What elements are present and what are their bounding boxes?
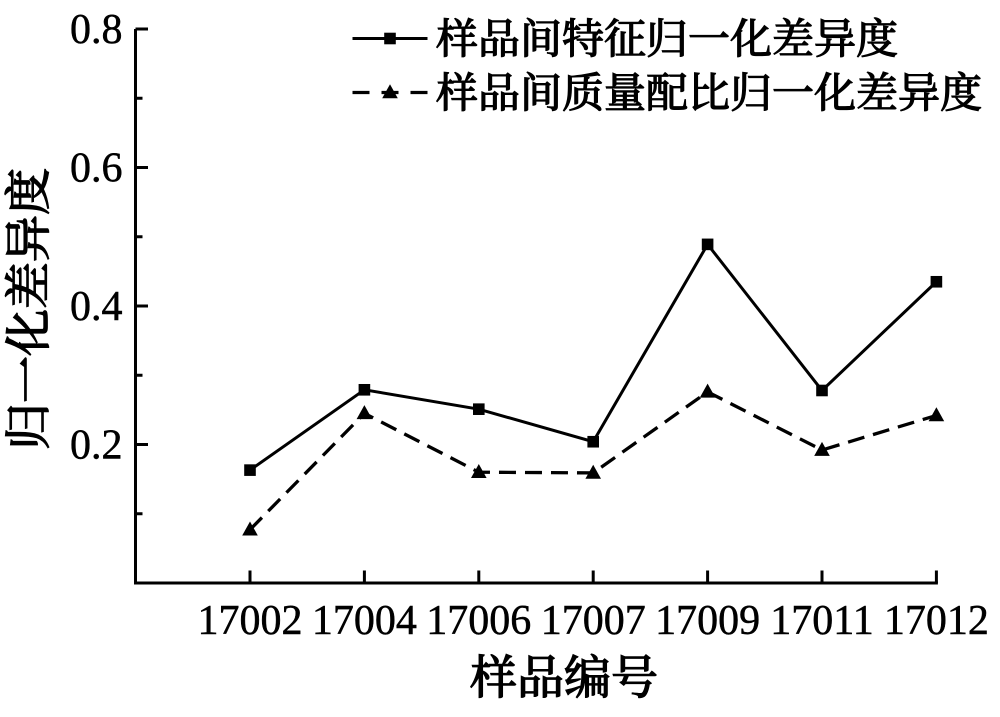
cjk-glyph bbox=[564, 653, 610, 699]
legend-label-2 bbox=[435, 71, 982, 112]
cjk-glyph bbox=[773, 84, 813, 92]
cjk-glyph bbox=[481, 18, 519, 58]
legend-label-1 bbox=[435, 17, 898, 58]
x-tick-label: 17006 bbox=[426, 598, 531, 644]
cjk-glyph bbox=[4, 168, 50, 215]
square-marker bbox=[244, 464, 256, 476]
x-axis-title bbox=[469, 653, 657, 699]
y-axis-title bbox=[4, 168, 50, 449]
square-marker bbox=[473, 403, 485, 415]
triangle-marker bbox=[585, 464, 601, 479]
square-marker bbox=[816, 384, 828, 397]
triangle-marker bbox=[699, 383, 716, 398]
y-tick-label: 0.2 bbox=[70, 422, 123, 468]
cjk-glyph bbox=[4, 405, 50, 449]
cjk-glyph bbox=[857, 71, 897, 110]
cjk-glyph bbox=[520, 654, 563, 699]
legend bbox=[352, 17, 982, 112]
axes bbox=[134, 29, 938, 585]
x-tick-label: 17011 bbox=[770, 598, 873, 644]
cjk-glyph bbox=[731, 71, 770, 112]
triangle-marker bbox=[928, 407, 945, 422]
triangle-marker bbox=[242, 521, 258, 536]
cjk-glyph bbox=[856, 17, 898, 58]
triangle-marker bbox=[471, 464, 487, 478]
cjk-glyph bbox=[692, 72, 730, 112]
cjk-glyph bbox=[604, 17, 646, 58]
series-line-dashed bbox=[248, 389, 937, 531]
cjk-glyph bbox=[524, 71, 560, 112]
cjk-glyph bbox=[4, 310, 50, 356]
cjk-glyph bbox=[689, 30, 729, 38]
legend-entry-2 bbox=[352, 71, 982, 112]
cjk-glyph bbox=[524, 17, 560, 58]
cjk-glyph bbox=[5, 216, 50, 261]
y-tick-label: 0.4 bbox=[70, 284, 123, 330]
x-tick-label: 17002 bbox=[198, 598, 303, 644]
cjk-glyph bbox=[773, 17, 813, 56]
x-tick-label: 17012 bbox=[884, 598, 989, 644]
y-axis-title-group bbox=[4, 168, 50, 449]
triangle-marker bbox=[356, 405, 373, 420]
triangle-marker bbox=[814, 441, 830, 456]
cjk-glyph bbox=[562, 17, 604, 58]
triangle-marker bbox=[382, 84, 398, 99]
cjk-glyph bbox=[647, 17, 686, 58]
square-marker bbox=[358, 383, 371, 396]
x-tick-label: 17004 bbox=[312, 598, 417, 644]
square-marker bbox=[384, 32, 396, 45]
cjk-glyph bbox=[814, 71, 856, 112]
ticks bbox=[135, 27, 938, 583]
cjk-glyph bbox=[4, 263, 48, 308]
y-tick-label: 0.8 bbox=[70, 7, 123, 53]
cjk-glyph bbox=[730, 17, 772, 58]
cjk-glyph bbox=[612, 653, 657, 699]
cjk-glyph bbox=[19, 357, 27, 402]
square-marker bbox=[701, 238, 714, 251]
cjk-glyph bbox=[481, 72, 519, 112]
cjk-glyph bbox=[814, 17, 856, 58]
y-tick-label: 0.6 bbox=[70, 145, 123, 191]
cjk-glyph bbox=[562, 71, 603, 112]
series-mass-ratio bbox=[242, 383, 945, 536]
series-feature bbox=[244, 238, 943, 476]
cjk-glyph bbox=[940, 71, 982, 112]
cjk-glyph bbox=[435, 17, 478, 58]
cjk-glyph bbox=[435, 71, 478, 112]
legend-entry-1 bbox=[352, 17, 898, 58]
cjk-glyph bbox=[646, 71, 688, 112]
x-tick-label: 17009 bbox=[655, 598, 760, 644]
cjk-glyph bbox=[898, 71, 940, 112]
cjk-glyph bbox=[469, 653, 517, 699]
square-marker bbox=[587, 435, 599, 448]
x-tick-label: 17007 bbox=[541, 598, 646, 644]
cjk-glyph bbox=[605, 71, 645, 111]
square-marker bbox=[930, 275, 943, 288]
